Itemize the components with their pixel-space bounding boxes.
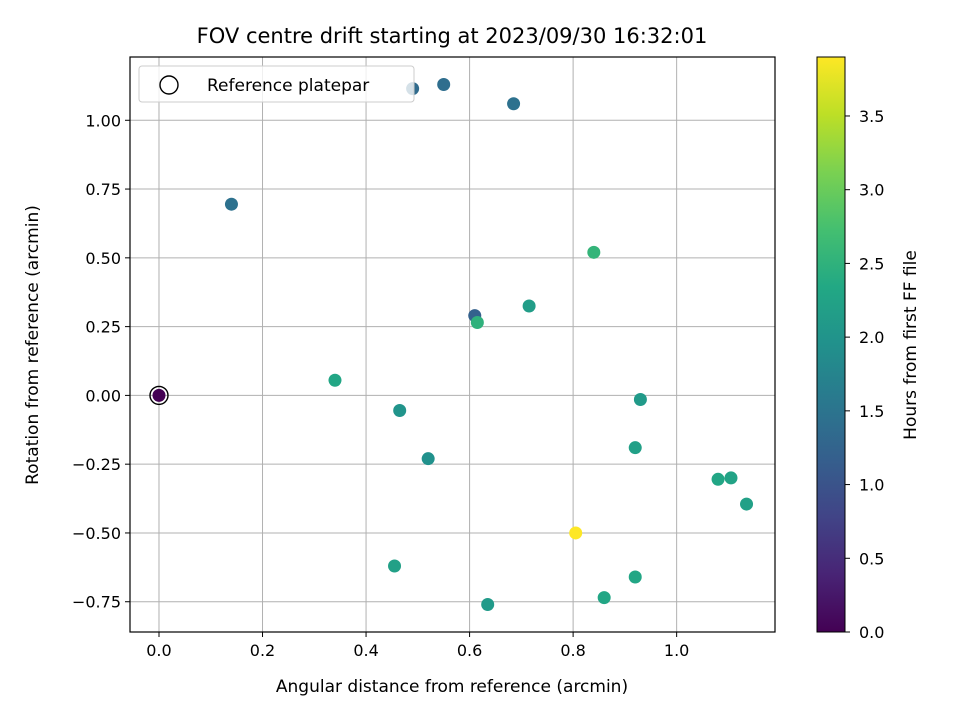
x-tick-label: 0.0 [146, 641, 171, 660]
colorbar-tick-label: 3.5 [859, 107, 884, 126]
data-point [393, 404, 407, 418]
colorbar-tick-label: 2.5 [859, 254, 884, 273]
y-tick-label: 0.00 [85, 386, 121, 405]
x-tick-label: 0.4 [353, 641, 378, 660]
plot-frame [129, 56, 776, 633]
data-point [437, 78, 451, 92]
data-point [597, 591, 611, 605]
colorbar-tick-label: 0.0 [859, 623, 884, 642]
y-tick-label: 1.00 [85, 111, 121, 130]
data-point [633, 393, 647, 407]
x-tick-label: 1.0 [664, 641, 689, 660]
colorbar-tick-label: 3.0 [859, 181, 884, 200]
data-point [711, 472, 725, 486]
data-point [628, 570, 642, 584]
y-tick-label: 0.75 [85, 180, 121, 199]
legend-marker [159, 75, 179, 95]
y-tick-label: 0.50 [85, 249, 121, 268]
colorbar-label: Hours from first FF file [901, 250, 921, 440]
colorbar-tick-label: 0.5 [859, 549, 884, 568]
y-tick-label: 0.25 [85, 318, 121, 337]
y-tick-label: −0.25 [72, 455, 121, 474]
reference-marker [149, 385, 169, 406]
colorbar-tick-label: 2.0 [859, 328, 884, 347]
data-point [481, 597, 495, 611]
x-tick-label: 0.8 [560, 641, 585, 660]
y-tick-label: −0.75 [72, 593, 121, 612]
colorbar-tick-label: 1.0 [859, 476, 884, 495]
data-point [470, 315, 484, 329]
y-axis: −0.75 −0.50 −0.25 0.00 0.25 0.50 0.75 1.00 [72, 111, 130, 612]
data-point [224, 197, 238, 211]
data-points [149, 78, 754, 611]
legend: Reference platepar [138, 65, 415, 103]
colorbar-tick-label: 1.5 [859, 402, 884, 421]
y-tick-label: −0.50 [72, 524, 121, 543]
x-axis-label: Angular distance from reference (arcmin) [276, 677, 628, 697]
data-point [328, 373, 342, 387]
data-point [421, 452, 435, 466]
data-point [587, 245, 601, 259]
colorbar-gradient [816, 56, 846, 633]
data-point [152, 388, 166, 402]
y-axis-label: Rotation from reference (arcmin) [23, 205, 43, 485]
data-point [507, 97, 521, 111]
x-axis: 0.0 0.2 0.4 0.6 0.8 1.0 [146, 632, 689, 660]
data-point [740, 497, 754, 511]
colorbar: 0.0 0.5 1.0 1.5 2.0 2.5 3.0 3.5 Hours from firs… [816, 56, 921, 642]
chart-title: FOV centre drift starting at 2023/09/30 … [197, 24, 708, 48]
data-point [628, 441, 642, 455]
legend-label-reference: Reference platepar [207, 76, 369, 96]
legend-box [138, 65, 415, 103]
colorbar-ticks: 0.0 0.5 1.0 1.5 2.0 2.5 3.0 3.5 [845, 107, 884, 642]
grid [130, 57, 775, 632]
data-point [388, 559, 402, 573]
data-point [724, 471, 738, 485]
x-tick-label: 0.2 [250, 641, 275, 660]
data-point [522, 299, 536, 313]
data-point [569, 526, 583, 540]
x-tick-label: 0.6 [457, 641, 482, 660]
